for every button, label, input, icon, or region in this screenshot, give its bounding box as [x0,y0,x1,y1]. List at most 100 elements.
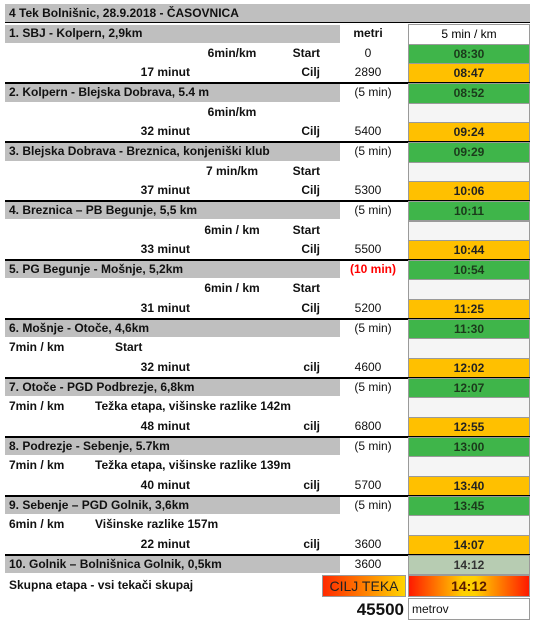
pace: 6min/km [207,45,257,60]
finish-label: CILJ TEKA [322,575,406,598]
meters-header: metri [353,26,383,40]
pace: 6min / km [204,281,260,296]
time-cell: 10:54 [408,259,530,281]
section-band [5,496,340,515]
time-cell: 09:24 [408,122,530,143]
point-label: cilj [303,536,320,551]
meters: 6800 [354,419,382,433]
section-title: 5. PG Begunje - Mošnje, 5,2km [9,261,184,276]
time-cell: 14:07 [408,534,530,556]
empty-time-cell [408,220,530,242]
break-time: (5 min) [354,438,392,453]
time-cell: 10:06 [408,181,530,202]
meters: 5200 [354,301,382,316]
point-label: Start [292,163,320,178]
pace: 7min / km [9,458,65,473]
stage-note: Težka etapa, višinske razlike 142m [95,399,291,414]
section-rule [5,140,530,143]
meters: 5300 [354,183,382,198]
duration: 48 minut [140,419,190,433]
section-band [5,25,340,43]
duration: 32 minut [140,124,190,139]
time-cell: 14:12 [408,554,530,576]
duration: 17 minut [140,65,190,80]
break-time: (5 min) [354,497,392,512]
title-band [5,4,530,23]
total-meters: 45500 [356,600,404,620]
finish-time: 14:12 [408,575,530,598]
section-rule [5,435,530,438]
section-title: 3. Blejska Dobrava - Breznica, konjenišk… [9,143,270,158]
stage-note: Višinske razlike 157m [95,517,219,532]
time-cell: 12:07 [408,377,530,399]
pace: 6min / km [204,222,260,237]
section-rule [5,317,530,320]
section-rule [5,494,530,497]
duration: 32 minut [140,360,190,375]
meters: 0 [364,45,372,60]
empty-time-cell [408,102,530,124]
section-rule [5,199,530,202]
meters: 3600 [354,556,382,571]
section-band [5,142,340,161]
point-label: cilj [303,419,320,433]
empty-time-cell [408,279,530,301]
time-cell: 5 min / km [408,24,530,45]
time-cell: 12:02 [408,358,530,379]
point-label: Start [292,222,320,237]
stage-note: Težka etapa, višinske razlike 139m [95,458,291,473]
total-unit: metrov [412,602,449,617]
meters: 2890 [354,65,382,80]
point-label: Cilj [301,183,320,198]
section-band [5,260,340,279]
time-cell: 09:29 [408,141,530,163]
point-label: Start [292,281,320,296]
total-box [408,598,530,621]
meters: 5700 [354,477,382,492]
meters: 5400 [354,124,382,139]
time-cell: 12:55 [408,417,530,438]
time-cell: 11:25 [408,299,530,320]
duration: 40 minut [140,477,190,492]
pace: 7 min/km [205,163,259,178]
start-label: Start [115,340,143,355]
section-rule [5,258,530,261]
break-time: (5 min) [354,202,392,217]
empty-time-cell [408,161,530,183]
duration: 37 minut [140,183,190,198]
section-band [5,83,340,102]
section-band [5,319,340,338]
section-title: 6. Mošnje - Otoče, 4,6km [9,320,150,335]
break-time: (5 min) [354,379,392,394]
footer-note: Skupna etapa - vsi tekači skupaj [9,578,194,593]
sheet-title: 4 Tek Bolnišnic, 28.9.2018 - ČASOVNICA [9,6,239,20]
point-label: Cilj [301,242,320,257]
rule [5,22,530,23]
pace: 7min / km [9,340,65,355]
break-time: (5 min) [354,143,392,158]
time-cell: 08:52 [408,82,530,104]
section-band [5,378,340,397]
break-time: (10 min) [349,261,396,276]
point-label: Cilj [301,65,320,80]
duration: 22 minut [140,536,190,551]
section-band [5,437,340,456]
section-title: 4. Breznica – PB Begunje, 5,5 km [9,202,198,217]
section-band [5,555,340,574]
empty-time-cell [408,456,530,477]
break-time: (5 min) [354,320,392,335]
time-cell: 10:11 [408,200,530,222]
section-rule [5,376,530,379]
empty-time-cell [408,515,530,536]
time-cell: 13:40 [408,475,530,497]
pace: 6min / km [9,517,65,532]
time-cell: 08:47 [408,63,530,84]
section-title: 10. Golnik – Bolnišnica Golnik, 0,5km [9,556,222,571]
section-title: 2. Kolpern - Blejska Dobrava, 5.4 m [9,84,210,99]
section-rule [5,81,530,84]
section-rule [5,553,530,556]
pace: 6min/km [207,104,257,119]
empty-time-cell [408,397,530,418]
duration: 33 minut [140,242,190,257]
point-label: Cilj [301,124,320,139]
